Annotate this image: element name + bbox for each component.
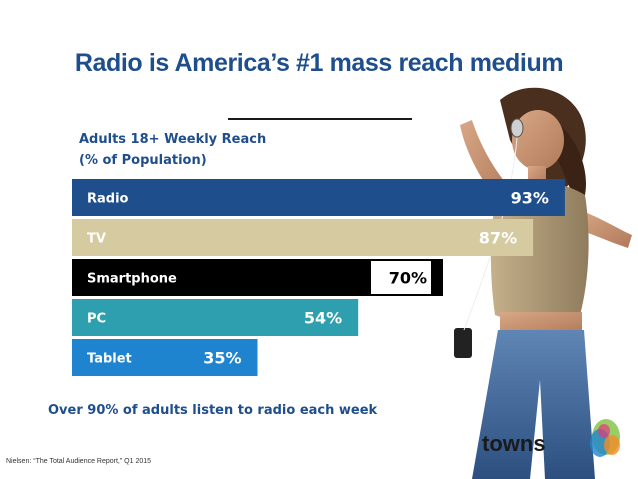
bar-radio	[72, 179, 565, 216]
bar-label-pc: PC	[87, 312, 106, 327]
bar-value-background-smartphone	[371, 261, 431, 294]
bar-label-smartphone: Smartphone	[87, 272, 177, 287]
bar-value-tablet: 35%	[203, 349, 241, 368]
logo-text: towns	[482, 431, 546, 456]
bar-label-tablet: Tablet	[87, 352, 132, 367]
title-divider	[228, 118, 412, 120]
bar-tv	[72, 219, 534, 256]
chart-takeaway: Over 90% of adults listen to radio each …	[48, 403, 378, 418]
bar-value-smartphone: 70%	[389, 269, 427, 288]
bar-value-tv: 87%	[479, 229, 517, 248]
bar-value-radio: 93%	[511, 189, 549, 208]
source-citation: Nielsen: “The Total Audience Report,” Q1…	[6, 458, 152, 465]
bar-tablet	[72, 339, 258, 376]
logo-swirl-icon	[590, 419, 620, 457]
townsquare-logo: towns	[482, 419, 620, 457]
bar-value-pc: 54%	[304, 309, 342, 328]
slide-title: Radio is America’s #1 mass reach medium	[74, 49, 564, 77]
chart-subtitle-line-1: Adults 18+ Weekly Reach	[79, 132, 267, 147]
woman-dancing-photo	[454, 87, 632, 479]
chart-subtitle-line-2: (% of Population)	[79, 153, 207, 168]
bar-label-tv: TV	[87, 232, 106, 247]
bar-label-radio: Radio	[87, 192, 129, 207]
bar-pc	[72, 299, 359, 336]
